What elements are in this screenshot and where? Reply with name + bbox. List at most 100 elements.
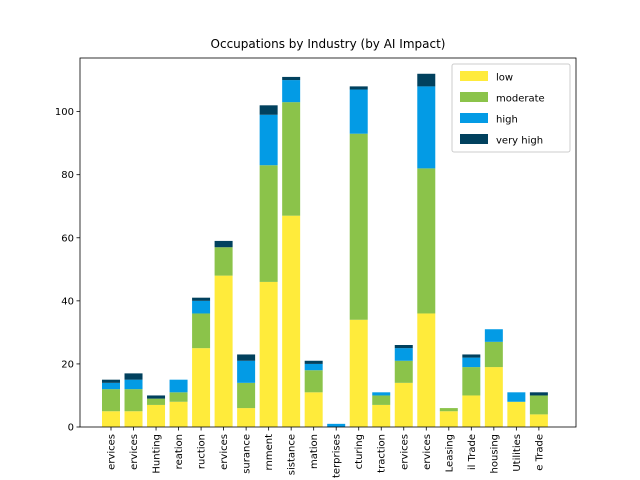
bar-segment	[304, 392, 323, 427]
bar-segment	[147, 398, 166, 405]
x-tick-label: ervices	[399, 434, 410, 470]
x-tick-label: il Trade	[467, 434, 478, 470]
bar-segment	[282, 102, 301, 216]
x-tick-label: ruction	[197, 434, 208, 469]
bar-segment	[417, 168, 436, 314]
x-tick-label: sistance	[287, 434, 298, 475]
bar-segment	[394, 382, 413, 427]
bar-segment	[124, 373, 143, 380]
bar-segment	[214, 275, 233, 427]
x-tick-label: cturing	[354, 434, 365, 469]
bar-segment	[169, 392, 188, 402]
legend-label: very high	[496, 136, 543, 147]
bar-segment	[147, 404, 166, 427]
bar-segment	[394, 345, 413, 349]
bar-segment	[192, 300, 211, 314]
bar-segment	[507, 392, 526, 402]
bar-segment	[124, 379, 143, 390]
bar-segment	[124, 411, 143, 427]
y-tick-label: 20	[61, 359, 74, 370]
y-tick-label: 40	[61, 296, 74, 307]
bar-segment	[237, 354, 256, 361]
bar-segment	[349, 319, 368, 427]
bar-segment	[282, 215, 301, 427]
bar-segment	[304, 363, 323, 371]
bar-segment	[304, 370, 323, 393]
bar-segment	[237, 382, 256, 409]
bar-segment	[484, 367, 503, 427]
bar-segment	[214, 247, 233, 276]
bar-segment	[507, 401, 526, 427]
y-tick-label: 60	[61, 233, 74, 244]
legend-swatch	[460, 71, 488, 81]
bar-segment	[529, 414, 548, 427]
bar-segment	[102, 389, 120, 412]
x-tick-label: housing	[489, 434, 500, 473]
axes-group: ervices ervices Hunting reation ruction ervic…	[55, 57, 577, 478]
bar-segment	[484, 329, 503, 342]
x-tick-label: e Trade	[534, 434, 545, 471]
bar-segment	[372, 404, 391, 427]
bar-segment	[124, 389, 143, 412]
bar-segment	[417, 73, 436, 87]
bars-group	[102, 73, 548, 427]
bar-segment	[349, 86, 368, 90]
x-tick-label: ervices	[422, 434, 433, 470]
bar-segment	[394, 348, 413, 361]
plot-frame	[79, 57, 577, 428]
bar-segment	[169, 401, 188, 427]
x-tick-label: ervices	[107, 434, 118, 470]
x-tick-label: ervices	[219, 434, 230, 470]
bar-segment	[349, 89, 368, 134]
bar-segment	[282, 76, 301, 81]
x-tick-label: Utilities	[512, 434, 523, 472]
bar-segment	[304, 360, 323, 364]
bar-segment	[259, 165, 278, 282]
x-tick-label: traction	[377, 434, 388, 473]
bar-segment	[259, 281, 278, 427]
bar-segment	[327, 423, 346, 427]
bar-segment	[372, 395, 391, 405]
bar-segment	[259, 105, 278, 115]
legend-label: low	[496, 73, 513, 84]
x-tick-label: Leasing	[444, 434, 455, 472]
x-tick-label: surance	[242, 434, 253, 474]
y-tick-label: 100	[55, 107, 74, 118]
y-tick-label: 0	[68, 423, 74, 434]
bar-segment	[462, 354, 481, 358]
legend-swatch	[460, 92, 488, 102]
bar-segment	[439, 411, 458, 427]
x-tick-label: Hunting	[152, 434, 163, 474]
x-tick-label: terprises	[332, 434, 343, 478]
x-tick-label: mation	[309, 434, 320, 469]
bar-segment	[192, 348, 211, 427]
bar-segment	[102, 382, 120, 390]
bar-segment	[529, 392, 548, 396]
x-tick-label: rnment	[264, 434, 275, 471]
bar-segment	[192, 313, 211, 349]
legend-label: high	[496, 115, 518, 126]
bar-segment	[462, 367, 481, 396]
x-tick-label: ervices	[129, 434, 140, 470]
bar-segment	[417, 86, 436, 169]
bar-segment	[462, 357, 481, 368]
legend-swatch	[460, 134, 488, 144]
bar-segment	[349, 133, 368, 320]
bar-segment	[462, 395, 481, 427]
bar-segment	[529, 395, 548, 415]
legend-label: moderate	[496, 94, 545, 105]
bar-segment	[169, 379, 188, 393]
bar-segment	[102, 379, 120, 383]
bar-segment	[147, 395, 166, 399]
legend: low moderate high very high	[451, 63, 571, 153]
chart-title: Occupations by Industry (by AI Impact)	[211, 37, 446, 51]
bar-segment	[259, 114, 278, 166]
bar-segment	[102, 411, 120, 427]
bar-segment	[394, 360, 413, 383]
bar-segment	[237, 408, 256, 427]
bar-segment	[237, 360, 256, 383]
legend-swatch	[460, 113, 488, 123]
legend-frame	[451, 63, 571, 153]
bar-segment	[417, 313, 436, 427]
